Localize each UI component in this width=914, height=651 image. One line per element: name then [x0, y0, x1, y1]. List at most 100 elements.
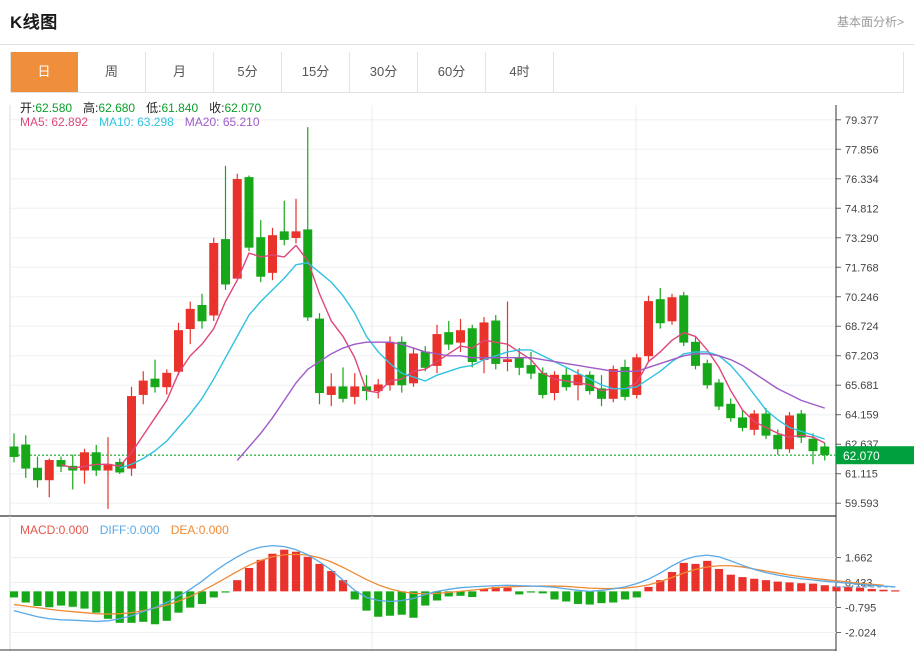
ma20-value: 65.210: [222, 115, 260, 129]
chart-container[interactable]: 开:62.580 高:62.680 低:61.840 收:62.070 MA5: 62…: [0, 93, 914, 651]
macd-bar: [773, 581, 782, 592]
macd-bar: [726, 574, 735, 592]
tab-3[interactable]: 5分: [214, 52, 282, 92]
candle-body: [9, 446, 19, 457]
price-tick-label: 64.159: [845, 410, 879, 422]
candle-body: [56, 460, 66, 467]
macd-bar: [303, 556, 312, 592]
candle-body: [244, 177, 254, 248]
tab-5[interactable]: 30分: [350, 52, 418, 92]
macd-bar: [103, 591, 113, 619]
macd-bar: [327, 571, 336, 592]
macd-histogram: [9, 549, 900, 625]
macd-tick-label: -0.795: [845, 603, 876, 615]
price-tick-label: 71.768: [845, 262, 879, 274]
macd-bar: [21, 591, 30, 603]
macd-bar: [186, 591, 195, 608]
candle-body: [608, 368, 618, 399]
candle-body: [91, 452, 101, 471]
dea-line: [13, 553, 884, 615]
close-value: 62.070: [224, 101, 262, 115]
price-tick-label: 79.377: [845, 115, 879, 127]
dea-value: 0.000: [198, 523, 229, 537]
macd-bar: [785, 582, 794, 592]
tabbar-divider: [10, 92, 904, 93]
candle-body: [220, 239, 230, 285]
macd-bar: [526, 591, 536, 593]
ma10-label: MA10:: [99, 115, 134, 129]
macd-bar: [620, 591, 630, 600]
macd-bar: [315, 563, 324, 592]
macd-bar: [597, 591, 606, 604]
macd-value: 0.000: [58, 523, 89, 537]
macd-bar: [56, 591, 66, 606]
macd-bar: [432, 591, 442, 601]
kline-chart-svg[interactable]: 79.377 77.856 76.334 74.812 73.290 71.768 70.2…: [0, 93, 914, 651]
macd-bar: [797, 583, 806, 592]
candle-body: [291, 231, 301, 238]
macd-bar: [585, 591, 594, 605]
macd-bar: [738, 577, 747, 592]
macd-bar: [832, 586, 841, 592]
tab-2[interactable]: 月: [146, 52, 214, 92]
macd-bar: [350, 591, 359, 600]
candle-body: [785, 415, 795, 450]
candle-body: [655, 299, 665, 324]
candle-body: [127, 396, 137, 469]
current-price-badge-label: 62.070: [843, 449, 880, 463]
diff-value: 0.000: [129, 523, 160, 537]
candle-body: [796, 413, 806, 438]
candle-body: [526, 365, 536, 374]
macd-bar: [45, 591, 54, 608]
candle-body: [44, 460, 54, 481]
tab-0[interactable]: 日: [10, 52, 78, 92]
candle-body: [632, 357, 642, 395]
dea-label: DEA:: [170, 523, 199, 537]
macd-bar: [714, 568, 724, 592]
candle-body: [279, 231, 289, 240]
macd-bar: [503, 587, 512, 592]
ma10-line: [119, 262, 825, 469]
tabbar-filler: [554, 52, 904, 92]
page-title: K线图: [10, 13, 58, 32]
macd-bar: [656, 580, 665, 592]
candle-body: [33, 467, 43, 481]
macd-bar: [233, 580, 242, 592]
fundamental-analysis-link[interactable]: 基本面分析>: [836, 15, 904, 29]
price-tick-label: 76.334: [845, 174, 879, 186]
candle-body: [514, 357, 524, 368]
tab-1[interactable]: 周: [78, 52, 146, 92]
high-label: 高:: [83, 101, 99, 115]
candle-body: [408, 353, 418, 384]
macd-bar: [68, 591, 77, 607]
macd-bar: [80, 591, 89, 609]
macd-bar: [761, 580, 771, 592]
macd-bar: [468, 591, 477, 598]
candle-body: [597, 388, 607, 399]
tab-4[interactable]: 15分: [282, 52, 350, 92]
macd-bar: [456, 591, 465, 596]
candle-body: [303, 229, 313, 318]
price-tick-label: 70.246: [845, 292, 879, 304]
candle-body: [80, 452, 90, 471]
macd-bar: [644, 586, 653, 592]
candle-body: [209, 242, 219, 316]
macd-bar: [444, 591, 453, 597]
macd-bar: [632, 591, 641, 598]
macd-bar: [515, 591, 524, 595]
macd-bar: [362, 591, 371, 611]
macd-bar: [385, 591, 395, 616]
macd-bar: [855, 587, 865, 592]
candle-body: [502, 359, 512, 362]
macd-bar: [9, 591, 19, 598]
candle-body: [162, 372, 172, 388]
candle-body: [714, 382, 724, 407]
macd-bar: [820, 585, 829, 592]
macd-bar: [374, 591, 383, 617]
candle-body: [432, 334, 442, 366]
price-tick-label: 74.812: [845, 203, 879, 215]
macd-bar: [667, 572, 677, 592]
tab-7[interactable]: 4时: [486, 52, 554, 92]
tab-6[interactable]: 60分: [418, 52, 486, 92]
